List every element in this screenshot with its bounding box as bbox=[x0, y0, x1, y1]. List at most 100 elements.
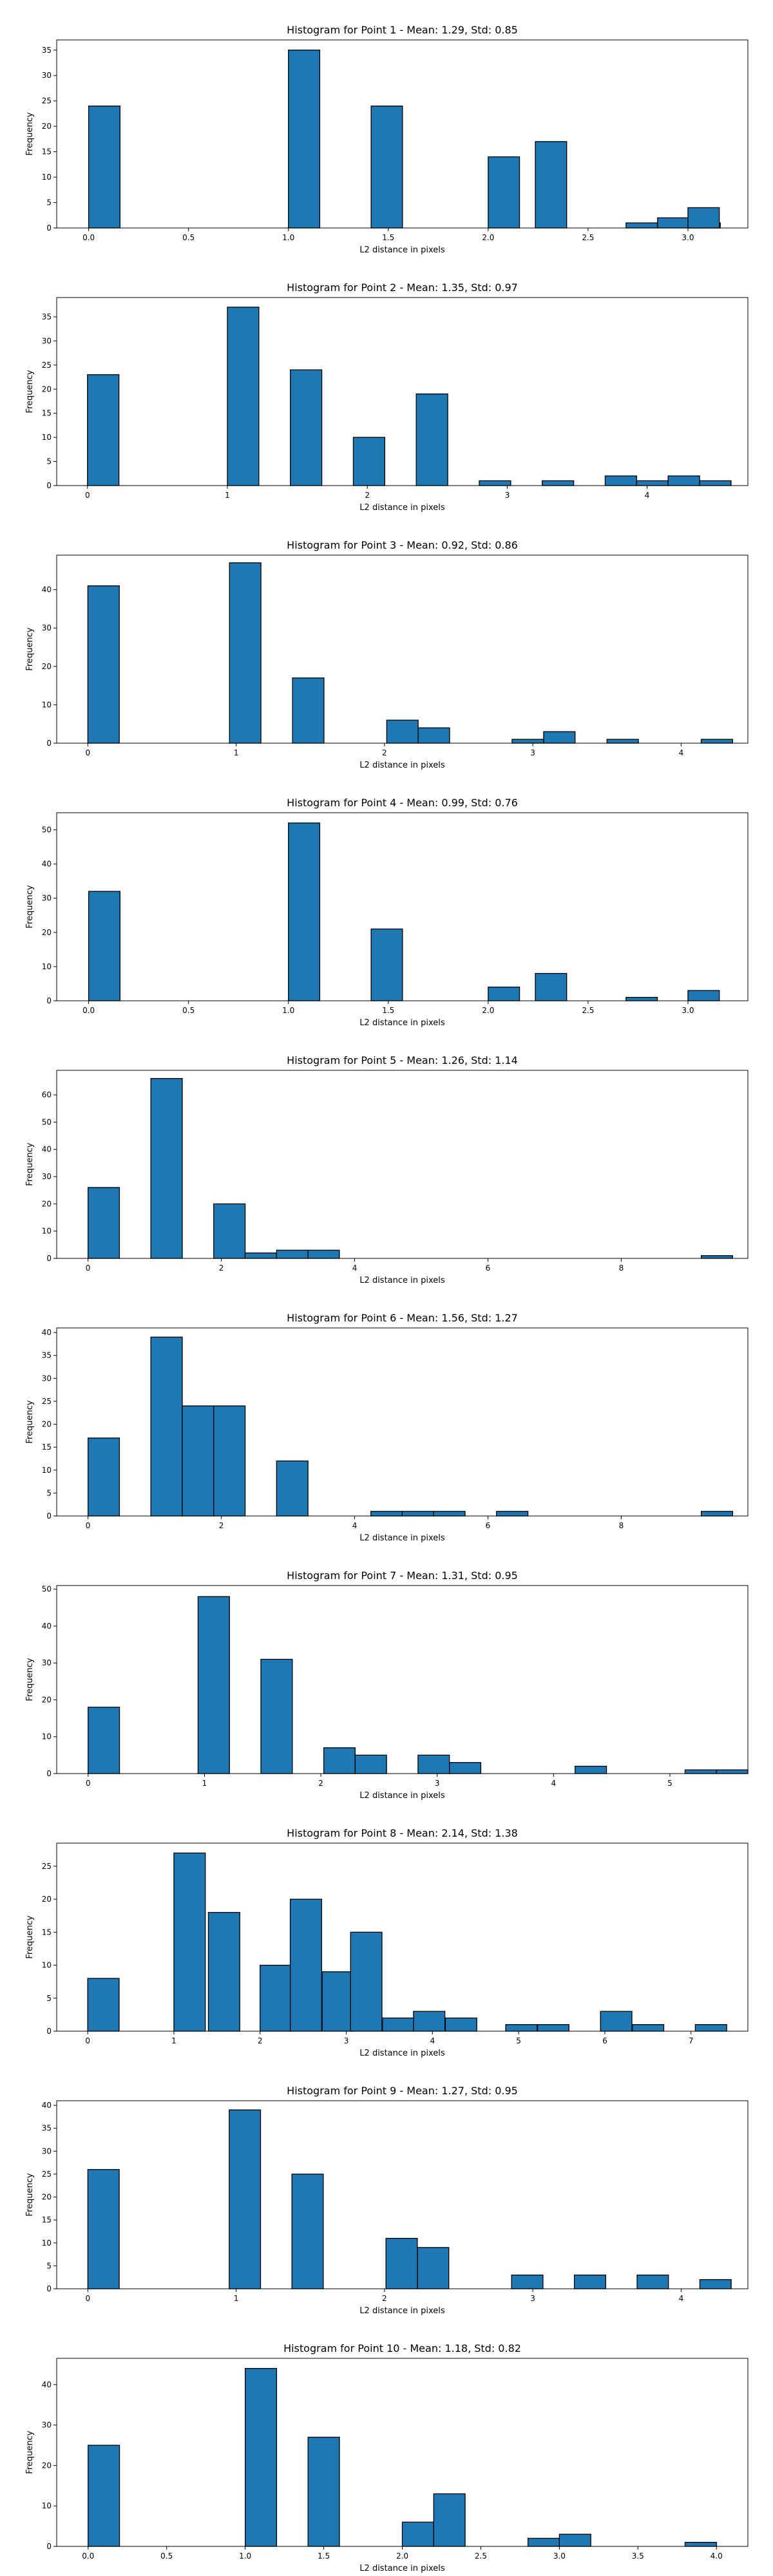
histogram-bar bbox=[213, 1405, 246, 1517]
y-axis-label: Frequency bbox=[25, 370, 35, 413]
histogram-bar bbox=[636, 2274, 669, 2289]
histogram-bar bbox=[417, 1754, 450, 1774]
bars bbox=[88, 2368, 717, 2547]
histogram-bar bbox=[288, 822, 321, 1001]
y-tick-label: 10 bbox=[42, 173, 52, 182]
axes-frame bbox=[56, 1327, 749, 1517]
x-axis-label: L2 distance in pixels bbox=[359, 1018, 445, 1028]
y-tick-label: 50 bbox=[42, 1117, 52, 1126]
axes-frame bbox=[56, 554, 749, 744]
chart-title: Histogram for Point 4 - Mean: 0.99, Std:… bbox=[287, 797, 518, 809]
x-tick-label: 4 bbox=[551, 1779, 557, 1788]
y-tick-label: 40 bbox=[42, 585, 52, 594]
y-tick-label: 20 bbox=[42, 2193, 52, 2202]
x-tick-label: 7 bbox=[689, 2036, 694, 2045]
histogram-bar bbox=[182, 1405, 215, 1517]
bars bbox=[87, 562, 733, 744]
histogram-bar bbox=[87, 1978, 120, 2032]
bars bbox=[87, 2109, 732, 2289]
histogram-bar bbox=[401, 2521, 434, 2547]
histogram-bar bbox=[415, 393, 448, 486]
histogram-bar bbox=[354, 1754, 387, 1774]
histogram-panel-4: Histogram for Point 4 - Mean: 0.99, Std:… bbox=[25, 797, 749, 1028]
y-tick-label: 10 bbox=[42, 1961, 52, 1970]
x-tick-label: 4 bbox=[352, 1521, 358, 1530]
histogram-bar bbox=[150, 1336, 183, 1517]
y-tick-label: 50 bbox=[42, 826, 52, 835]
y-axis: 0 5 10 15 20 25 30 35 40 bbox=[42, 1328, 57, 1520]
x-axis-label: L2 distance in pixels bbox=[359, 503, 445, 513]
histogram-bar bbox=[417, 2247, 450, 2289]
histogram-bar bbox=[699, 2279, 732, 2289]
x-tick-label: 2 bbox=[258, 2036, 263, 2045]
axes-frame bbox=[56, 2100, 749, 2289]
x-tick-label: 4 bbox=[430, 2036, 435, 2045]
histogram-bar bbox=[542, 480, 575, 486]
y-tick-label: 25 bbox=[42, 97, 52, 106]
y-axis: 0 5 10 15 20 25 30 35 40 bbox=[42, 2101, 57, 2293]
x-tick-label: 0.5 bbox=[182, 233, 195, 242]
x-tick-label: 2.0 bbox=[482, 233, 494, 242]
x-tick-label: 5 bbox=[516, 2036, 521, 2045]
x-tick-label: 1.5 bbox=[382, 233, 394, 242]
x-axis: 0 1 2 3 4 bbox=[86, 743, 683, 757]
x-tick-label: 2 bbox=[382, 748, 387, 757]
y-tick-label: 35 bbox=[42, 312, 52, 321]
x-tick-label: 3.5 bbox=[632, 2552, 644, 2561]
y-tick-label: 60 bbox=[42, 1090, 52, 1099]
bars bbox=[87, 1078, 734, 1259]
histogram-bar bbox=[444, 2017, 477, 2032]
x-axis: 0 1 2 3 4 bbox=[85, 486, 649, 500]
histogram-bar bbox=[684, 2542, 717, 2547]
y-tick-label: 35 bbox=[42, 2124, 52, 2133]
histogram-bar bbox=[527, 2537, 560, 2547]
histogram-panel-3: Histogram for Point 3 - Mean: 0.92, Std:… bbox=[25, 539, 749, 770]
histogram-panel-6: Histogram for Point 6 - Mean: 1.56, Std:… bbox=[25, 1312, 749, 1543]
y-tick-label: 20 bbox=[42, 122, 52, 131]
chart-title: Histogram for Point 3 - Mean: 0.92, Std:… bbox=[287, 539, 518, 551]
y-axis: 0 10 20 30 40 bbox=[42, 585, 57, 748]
y-tick-label: 10 bbox=[42, 1732, 52, 1741]
y-tick-label: 20 bbox=[42, 1420, 52, 1429]
y-tick-label: 20 bbox=[42, 2461, 52, 2470]
histogram-bar bbox=[604, 475, 637, 486]
x-tick-label: 2 bbox=[219, 1521, 224, 1530]
x-axis-label: L2 distance in pixels bbox=[359, 2564, 445, 2573]
histogram-bar bbox=[88, 105, 120, 229]
histogram-bar bbox=[307, 2436, 340, 2547]
x-tick-label: 1 bbox=[202, 1779, 207, 1788]
axes-frame bbox=[56, 1070, 749, 1259]
y-tick-label: 10 bbox=[42, 1466, 52, 1475]
x-tick-label: 2.5 bbox=[582, 233, 594, 242]
y-tick-label: 5 bbox=[46, 1994, 52, 2003]
chart-title: Histogram for Point 7 - Mean: 1.31, Std:… bbox=[287, 1569, 518, 1582]
y-tick-label: 5 bbox=[46, 1488, 52, 1497]
histogram-bar bbox=[573, 2274, 606, 2289]
y-axis-label: Frequency bbox=[25, 1142, 35, 1186]
histogram-bar bbox=[496, 1511, 529, 1517]
histogram-bar bbox=[323, 1747, 356, 1774]
histogram-bar bbox=[700, 1255, 734, 1259]
histogram-bar bbox=[260, 1658, 293, 1774]
chart-title: Histogram for Point 6 - Mean: 1.56, Std:… bbox=[287, 1312, 518, 1324]
histogram-panel-9: Histogram for Point 9 - Mean: 1.27, Std:… bbox=[25, 2085, 749, 2316]
histogram-bar bbox=[197, 1596, 230, 1774]
x-tick-label: 1.5 bbox=[382, 1006, 394, 1015]
histogram-bar bbox=[511, 739, 544, 744]
y-axis: 0 10 20 30 40 50 bbox=[42, 826, 57, 1005]
histogram-bar bbox=[700, 739, 733, 744]
histogram-bar bbox=[600, 2011, 633, 2032]
histogram-bar bbox=[687, 990, 720, 1001]
y-tick-label: 40 bbox=[42, 1622, 52, 1631]
histogram-bar bbox=[488, 987, 520, 1001]
y-tick-label: 30 bbox=[42, 2146, 52, 2155]
histogram-bar bbox=[449, 1762, 482, 1774]
x-axis-label: L2 distance in pixels bbox=[359, 761, 445, 770]
y-axis: 0 5 10 15 20 25 bbox=[42, 1862, 57, 2036]
y-tick-label: 25 bbox=[42, 2170, 52, 2179]
x-axis: 0 2 4 6 8 bbox=[86, 1516, 624, 1530]
x-tick-label: 0 bbox=[86, 2294, 91, 2303]
x-tick-label: 3 bbox=[435, 1779, 440, 1788]
histogram-panel-10: Histogram for Point 10 - Mean: 1.18, Std… bbox=[25, 2342, 749, 2573]
x-tick-label: 3.0 bbox=[682, 233, 694, 242]
